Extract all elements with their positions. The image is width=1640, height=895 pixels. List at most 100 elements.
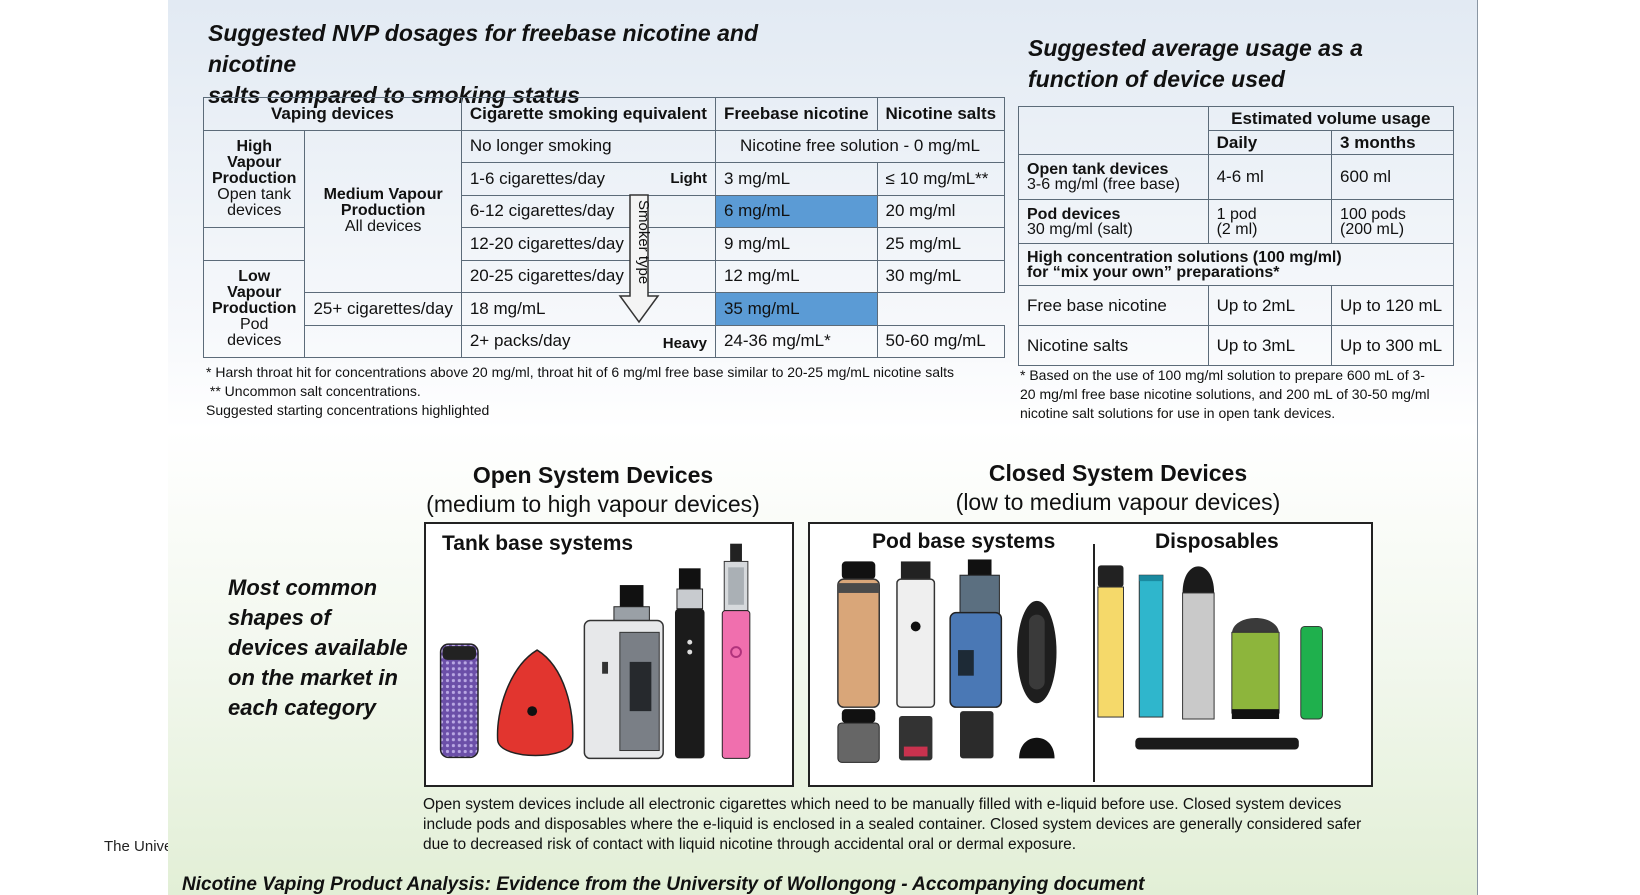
red-pod-device-icon: [496, 649, 574, 757]
pod-months-2: (200 mL): [1340, 220, 1405, 238]
salts-cell: ≤ 10 mg/mL**: [876, 162, 1006, 196]
usage-title-line-1: Suggested average usage as a: [1028, 35, 1363, 61]
note-line: * Harsh throat hit for concentrations ab…: [206, 364, 955, 380]
side-footer-text: The Unive: [104, 838, 168, 855]
freebase-cell: 24-36 mg/mL*: [714, 324, 878, 358]
usage-title: Suggested average usage as a function of…: [1028, 33, 1448, 95]
medium-vapour-cell: Medium Vapour Production All devices: [304, 129, 462, 293]
smoker-type-label: Smoker type: [635, 200, 652, 284]
cig-cell: 2+ packs/day Heavy: [460, 324, 716, 358]
high-vapour-sub: Open tank devices: [217, 185, 292, 219]
high-conc-line-2: for “mix your own” preparations*: [1027, 263, 1280, 281]
arrow-shape: [618, 194, 660, 324]
blue-pod-mod-device-icon: [949, 559, 1003, 759]
usage-table: Estimated volume usage Daily 3 months Op…: [1018, 106, 1455, 366]
table-row: 6-12 cigarettes/day 6 mg/mL 20 mg/ml: [204, 194, 1006, 228]
footer-title: Nicotine Vaping Product Analysis: Eviden…: [182, 874, 1145, 895]
box-mod-device-icon: [583, 585, 664, 760]
tank-label: Tank base systems: [442, 532, 634, 555]
shapes-caption: Most common shapes of devices available …: [228, 575, 408, 720]
nicotine-free-cell: Nicotine free solution - 0 mg/mL: [714, 129, 1006, 163]
mesh-pod-device-icon: [439, 643, 479, 759]
header-salts: Nicotine salts: [876, 97, 1006, 131]
table-row: High Vapour Production Open tank devices…: [202, 129, 1006, 293]
pod-months-cell: 100 pods (200 mL): [1331, 199, 1454, 244]
salts-cell-highlighted: 35 mg/mL: [714, 292, 878, 326]
usage-header-row: Estimated volume usage: [1018, 106, 1455, 155]
table-row: Pod devices 30 mg/ml (salt) 1 pod (2 ml) 1…: [1018, 199, 1454, 244]
white-pod-device-icon: [896, 561, 936, 761]
table-row: Nicotine salts Up to 3mL Up to 300 mL: [1018, 325, 1454, 366]
table-row: 25+ cigarettes/day 18 mg/mL 35 mg/mL: [204, 292, 1005, 326]
silver-disposable-icon: [1182, 566, 1215, 720]
freebase-cell-highlighted: 6 mg/mL: [714, 194, 878, 228]
open-months-cell: 600 ml: [1331, 154, 1454, 200]
salts-cell: 25 mg/mL: [876, 227, 1006, 261]
header-vaping-devices: Vaping devices: [203, 97, 462, 131]
device-description: Open system devices include all electron…: [423, 796, 1362, 853]
pod-daily-cell: 1 pod (2 ml): [1207, 199, 1333, 244]
dosage-header-row: Vaping devices Cigarette smoking equival…: [203, 97, 1006, 131]
table-row: 2+ packs/day Heavy 24-36 mg/mL* 50-60 mg/…: [204, 324, 1006, 358]
closed-system-subtitle: (low to medium vapour devices): [955, 489, 1281, 515]
smoker-type-arrow: Smoker type: [618, 194, 660, 324]
freebase-cell: 9 mg/mL: [714, 227, 878, 261]
cig-cell: 1-6 cigarettes/day Light: [460, 162, 716, 196]
open-system-subtitle: (medium to high vapour devices): [426, 491, 760, 517]
usage-title-line-2: function of device used: [1028, 66, 1285, 92]
open-system-box: Tank base systems: [424, 522, 794, 787]
pod-months-1: 100 pods: [1340, 205, 1406, 223]
high-conc-line-1: High concentration solutions (100 mg/ml): [1027, 248, 1342, 266]
black-pebble-pod-icon: [1017, 600, 1057, 759]
open-tank-sub: 3-6 mg/ml (free base): [1027, 176, 1180, 193]
medium-vapour-label: Medium Vapour Production: [323, 186, 443, 220]
freebase-name-cell: Free base nicotine: [1018, 285, 1209, 326]
slide: Suggested NVP dosages for freebase nicot…: [168, 0, 1478, 895]
usage-note: * Based on the use of 100 mg/ml solution…: [1020, 367, 1430, 421]
level-light: Light: [670, 170, 707, 188]
dosage-notes: * Harsh throat hit for concentrations ab…: [206, 363, 1006, 420]
closed-system-title: Closed System Devices: [988, 460, 1248, 486]
yellow-disposable-icon: [1097, 565, 1124, 718]
pod-daily-1: 1 pod: [1216, 205, 1257, 223]
cig-cell: 20-25 cigarettes/day: [460, 259, 716, 293]
pod-label: Pod base systems: [872, 530, 1056, 553]
cig-text: 1-6 cigarettes/day: [469, 168, 605, 188]
cig-cell: 12-20 cigarettes/day: [460, 227, 716, 261]
salts-cell: 30 mg/mL: [876, 259, 1006, 293]
closed-system-heading: Closed System Devices (low to medium vap…: [918, 459, 1318, 517]
cig-cell: 25+ cigarettes/day: [304, 292, 462, 326]
header-cigarette-equivalent: Cigarette smoking equivalent: [460, 97, 716, 131]
table-row: 1-6 cigarettes/day Light 3 mg/mL ≤ 10 mg/…: [204, 162, 1006, 196]
header-freebase: Freebase nicotine: [714, 97, 878, 131]
green-stick-disposable-icon: [1300, 625, 1323, 720]
table-row: Open tank devices 3-6 mg/ml (free base) 4…: [1018, 154, 1454, 200]
high-vapour-cell: High Vapour Production Open tank devices: [202, 129, 306, 228]
usage-header-estimated: Estimated volume usage: [1207, 106, 1455, 131]
high-concentration-cell: High concentration solutions (100 mg/ml)…: [1018, 243, 1454, 286]
low-vapour-sub: Pod devices: [227, 315, 282, 349]
table-row: Free base nicotine Up to 2mL Up to 120 m…: [1018, 285, 1454, 326]
slim-tank-device-icon: [674, 568, 705, 759]
freebase-cell: 3 mg/mL: [714, 162, 878, 196]
salts-daily-cell: Up to 3mL: [1207, 325, 1333, 366]
cig-text: 2+ packs/day: [469, 331, 571, 351]
low-vapour-cell: Low Vapour Production Pod devices: [202, 259, 306, 358]
open-tank-name: Open tank devices: [1027, 161, 1169, 178]
freebase-cell: 18 mg/mL: [460, 292, 716, 326]
tan-pod-device-icon: [837, 561, 880, 763]
salts-cell: 20 mg/ml: [876, 194, 1006, 228]
pen-tank-device-icon: [721, 543, 751, 759]
closed-devices-illustration: [837, 559, 1323, 763]
open-system-title: Open System Devices: [472, 462, 714, 488]
freebase-cell: 12 mg/mL: [714, 259, 878, 293]
open-system-heading: Open System Devices (medium to high vapo…: [408, 461, 778, 519]
usage-header-daily: Daily: [1207, 130, 1333, 155]
table-row: Low Vapour Production Pod devices 20-25 …: [202, 259, 1006, 358]
closed-divider: [1093, 544, 1095, 782]
note-line: ** Uncommon salt concentrations.: [206, 383, 421, 399]
black-stick-disposable-icon: [1135, 737, 1299, 750]
pod-name: Pod devices: [1027, 205, 1121, 223]
pod-cell: Pod devices 30 mg/ml (salt): [1018, 199, 1209, 244]
medium-vapour-sub: All devices: [344, 218, 422, 236]
